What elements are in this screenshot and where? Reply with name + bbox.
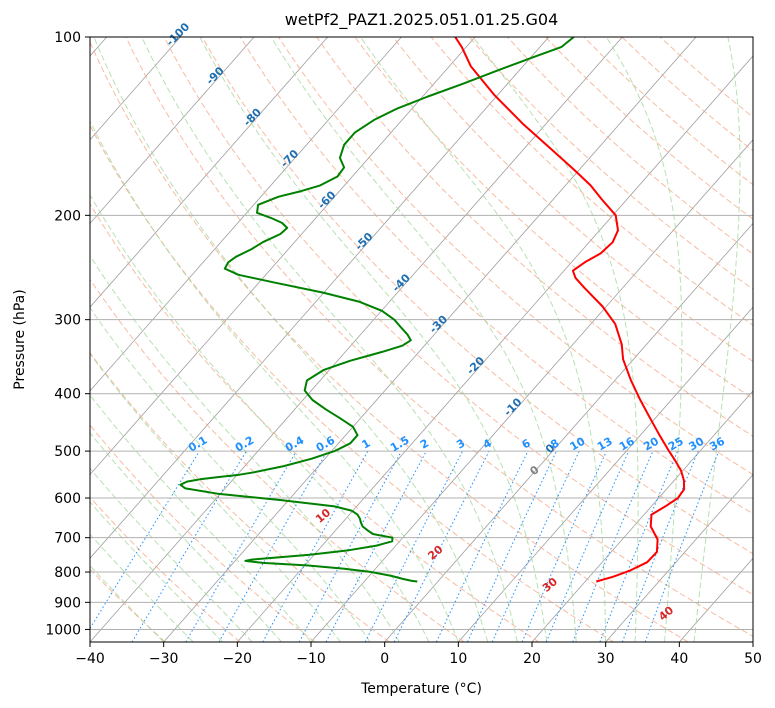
moist-adiabat-line: [270, 37, 577, 642]
mixing-ratio-line: [218, 450, 328, 642]
isotherm-line: [310, 139, 753, 642]
isotherm-line: [237, 55, 753, 642]
dry-adiabat-line: [354, 37, 753, 400]
y-tick-label: 900: [54, 595, 81, 611]
mixing-ratio-line: [90, 450, 200, 630]
isotherm-line: [384, 222, 753, 642]
y-tick-label: 1000: [45, 622, 81, 638]
mixing-ratio-line: [262, 450, 369, 642]
isotherm-line: [90, 37, 402, 392]
moist-adiabat-line: [90, 120, 459, 642]
x-tick-label: −20: [223, 651, 253, 667]
y-tick-label: 300: [54, 313, 81, 329]
isotherm-line: [90, 37, 255, 225]
isotherm-line: [90, 37, 476, 476]
dry-adiabat-line: [90, 124, 614, 642]
dry-adiabat-line: [201, 37, 753, 555]
y-tick-label: 100: [54, 30, 81, 46]
isotherm-line: [163, 37, 697, 642]
moist-adiabat-line: [90, 193, 430, 642]
isotherm-line: [90, 37, 329, 308]
dry-adiabat-line: [125, 37, 753, 637]
x-tick-label: −10: [296, 651, 326, 667]
dry-adiabat-line: [90, 278, 465, 642]
moist-adiabat-line: [90, 352, 341, 642]
dry-adiabat-line: [583, 37, 753, 186]
dewpoint-profile-line: [179, 37, 575, 583]
moist-adiabat-line: [90, 564, 165, 642]
y-axis-label: Pressure (hPa): [12, 289, 28, 389]
moist-adiabat-line: [141, 37, 518, 642]
background-lines: [90, 37, 753, 642]
moist-adiabat-line: [90, 501, 223, 642]
x-tick-label: −30: [149, 651, 179, 667]
mixing-ratio-line: [572, 450, 654, 642]
plot-frame: [89, 36, 754, 643]
isotherm-line: [531, 390, 753, 642]
y-tick-label: 400: [54, 387, 81, 403]
moist-adiabat-line: [90, 394, 312, 642]
x-tick-label: 20: [523, 651, 541, 667]
isotherm-line: [605, 473, 753, 642]
moist-adiabat-line: [93, 37, 489, 642]
x-tick-label: 30: [597, 651, 615, 667]
dry-adiabat-line: [430, 37, 753, 326]
y-tick-label: 500: [54, 444, 81, 460]
moist-adiabat-line: [90, 254, 400, 642]
mixing-ratio-line: [393, 450, 490, 642]
dry-adiabat-line: [163, 37, 753, 596]
temperature-profile-line: [454, 37, 686, 583]
mixing-ratio-line: [621, 450, 699, 642]
dry-adiabat-line: [507, 37, 753, 255]
mixing-ratio-line: [545, 450, 630, 642]
isotherm-line: [90, 37, 623, 642]
x-tick-label: 40: [670, 651, 688, 667]
mixing-ratio-line: [521, 450, 608, 642]
mixing-ratio-line: [599, 450, 679, 642]
dry-adiabat-line: [90, 40, 689, 642]
y-tick-label: 200: [54, 208, 81, 224]
isotherm-line: [458, 306, 753, 642]
dry-adiabat-line: [545, 37, 753, 220]
x-tick-label: 10: [449, 651, 467, 667]
isotherm-line: [90, 37, 550, 559]
x-tick-label: 0: [380, 651, 389, 667]
moist-adiabat-line: [90, 533, 194, 642]
moist-adiabat-line: [90, 467, 253, 642]
chart-title: wetPf2_PAZ1.2025.051.01.25.G04: [285, 10, 559, 30]
isotherm-line: [90, 37, 181, 141]
dry-adiabat-line: [278, 37, 753, 476]
dry-adiabat-line: [392, 37, 753, 363]
moist-adiabat-line: [359, 37, 607, 642]
y-tick-label: 800: [54, 565, 81, 581]
sounding-profiles: [179, 37, 686, 583]
pressure-gridlines: [90, 37, 753, 630]
moist-adiabat-line: [605, 37, 683, 642]
y-axis: 100 200 300 400 500 600 700 800 900 1000: [45, 30, 90, 638]
mixing-ratio-line: [298, 450, 402, 642]
dry-adiabat-line: [90, 424, 316, 642]
dry-adiabat-line: [468, 37, 753, 290]
dry-adiabat-line: [90, 496, 241, 642]
moist-adiabat-line: [693, 37, 741, 642]
dry-adiabat-line: [239, 37, 753, 515]
y-tick-label: 700: [54, 531, 81, 547]
mixing-ratio-line: [644, 450, 720, 642]
x-axis: −40 −30 −20 −10 0 10 20 30 40 50: [75, 642, 762, 667]
dry-adiabat-line: [90, 203, 540, 642]
mixing-ratio-line: [364, 450, 463, 642]
dry-adiabat-line: [316, 37, 753, 437]
x-tick-label: −40: [75, 651, 105, 667]
x-tick-label: 50: [744, 651, 762, 667]
x-axis-label: Temperature (°C): [360, 681, 482, 697]
y-tick-label: 600: [54, 491, 81, 507]
